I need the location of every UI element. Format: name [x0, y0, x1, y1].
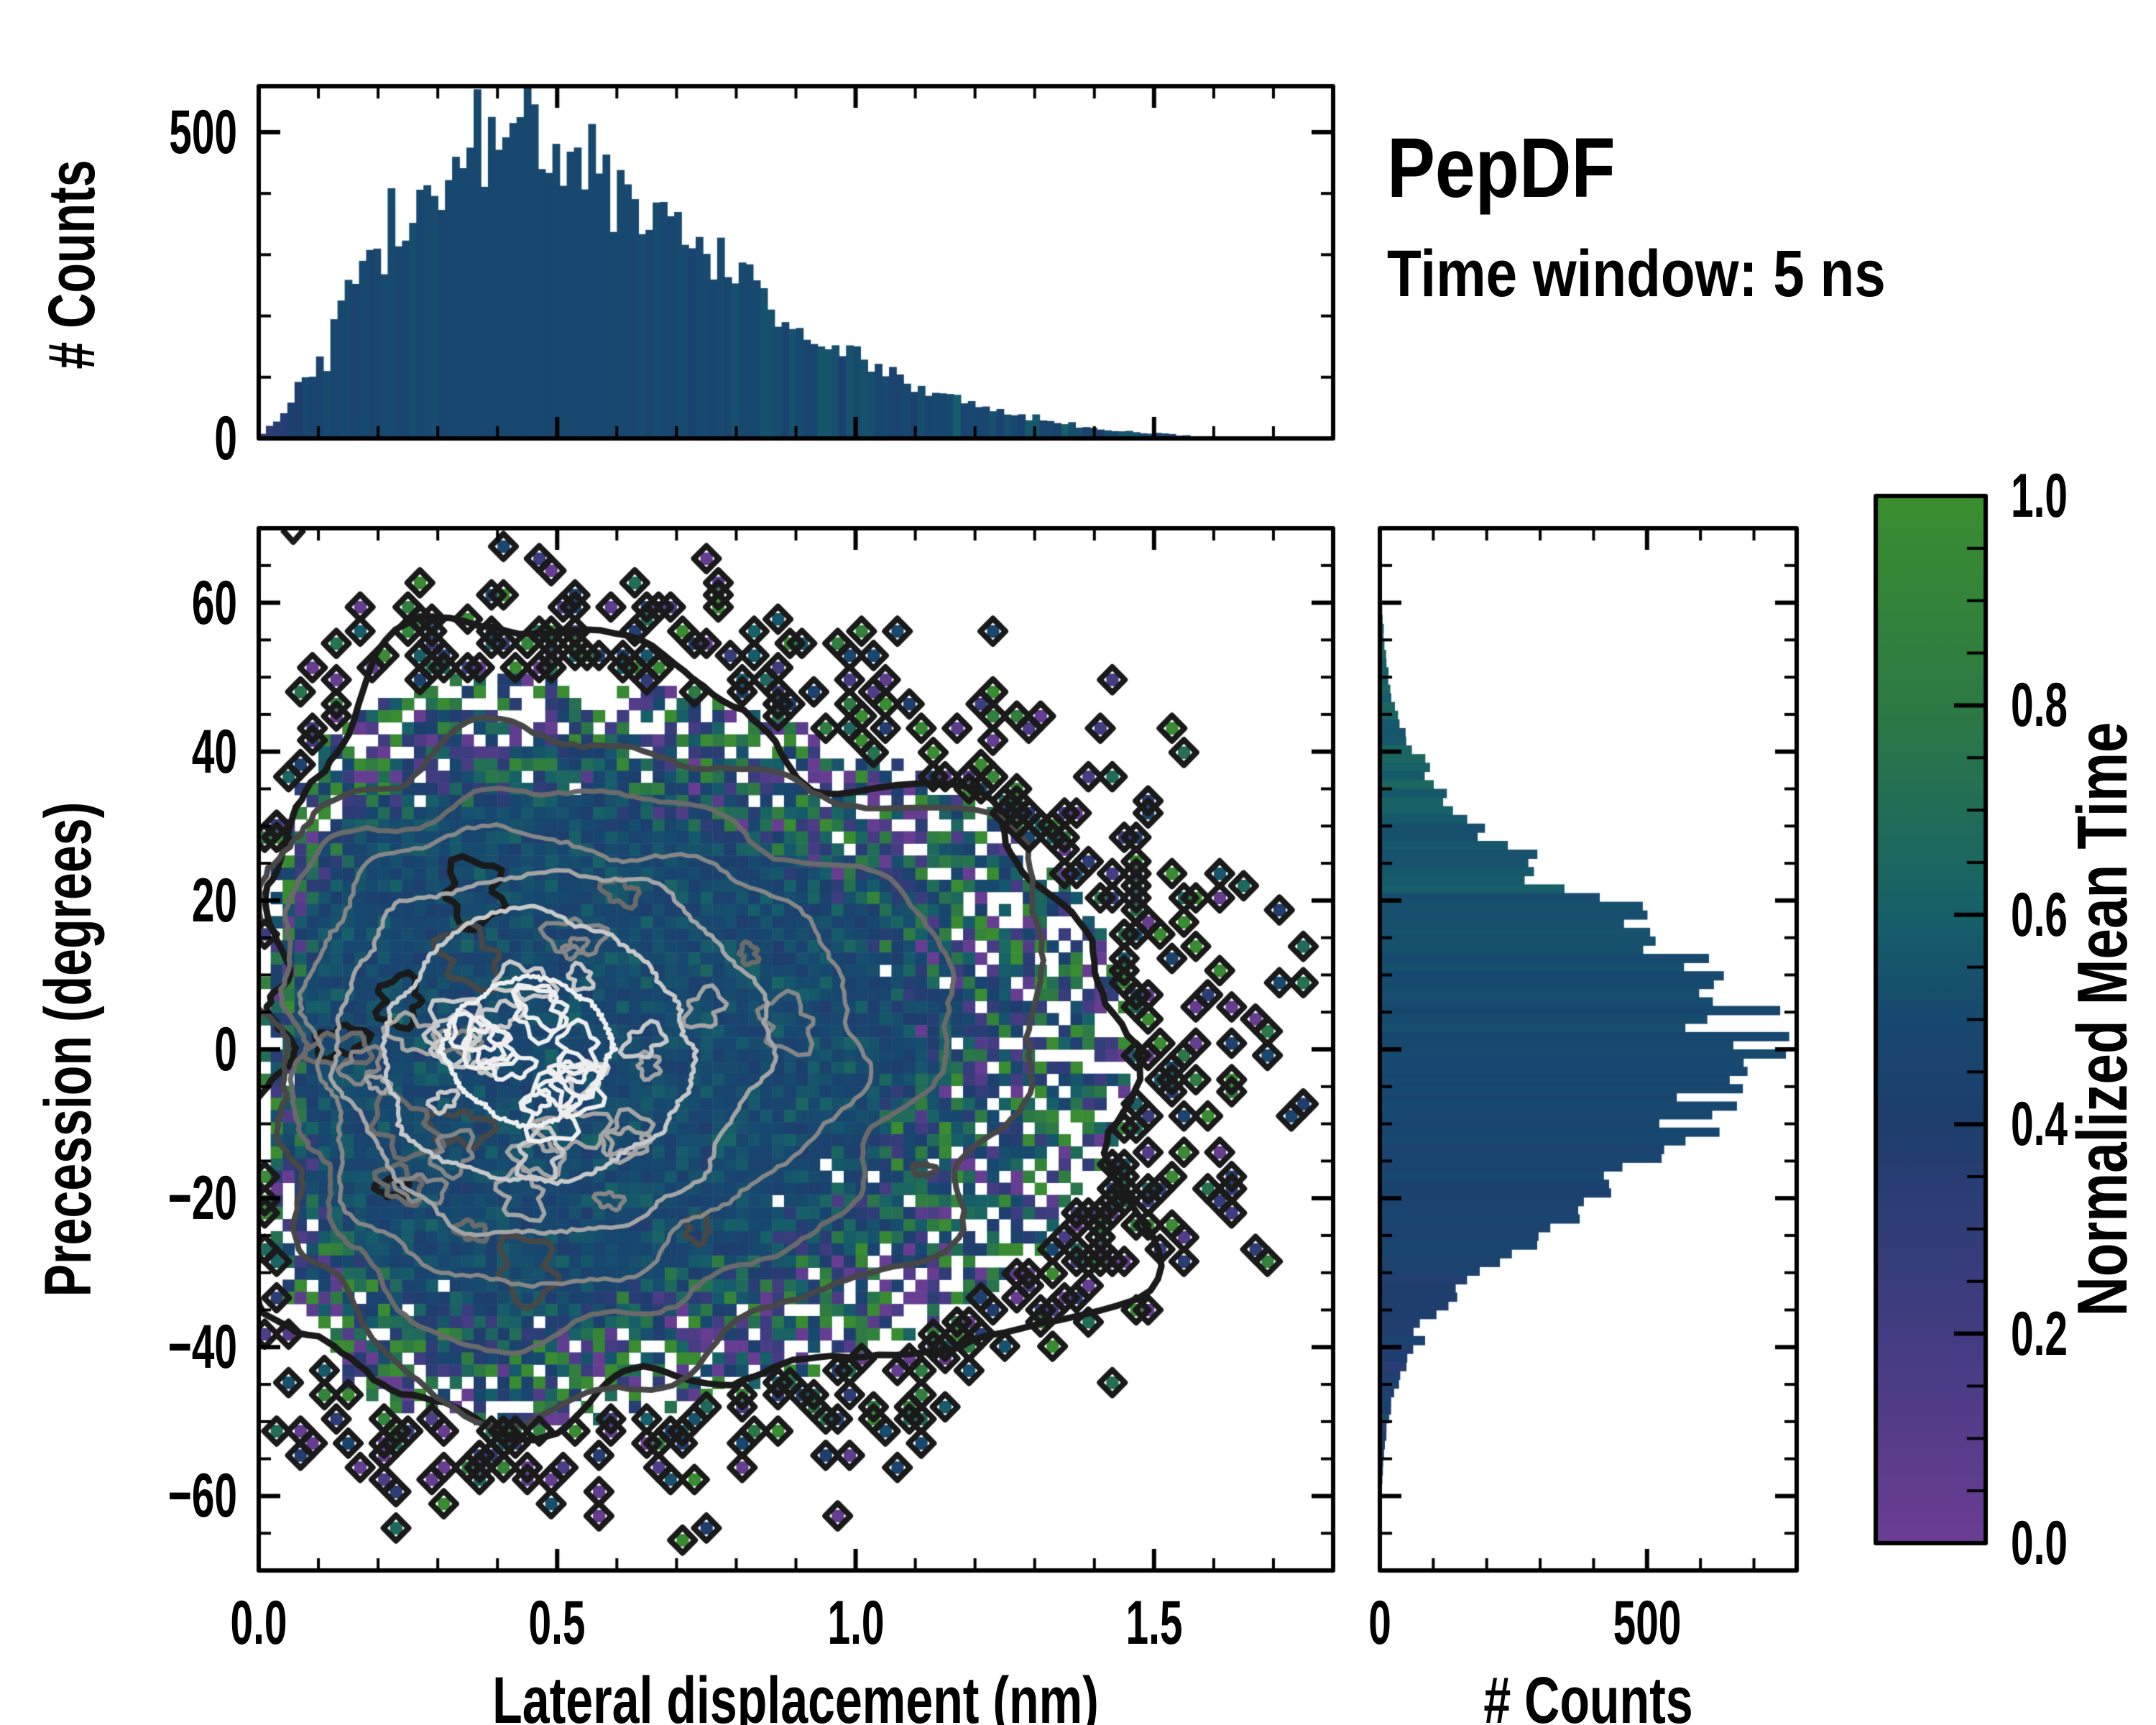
top-hist-y-tick-label: 500 — [169, 97, 237, 167]
top-hist-ylabel: # Counts — [35, 160, 109, 369]
main-y-tick-label: −40 — [167, 1312, 237, 1382]
right-hist-x-tick-label: 0 — [1368, 1588, 1391, 1657]
main-x-tick-label: 0.5 — [528, 1588, 586, 1657]
top-hist-y-tick-label: 0 — [214, 404, 237, 473]
main-x-tick-label: 1.5 — [1125, 1588, 1183, 1657]
main-y-tick-label: 0 — [214, 1015, 237, 1084]
right-hist-xlabel: # Counts — [1483, 1664, 1693, 1725]
right-hist-x-tick-label: 500 — [1613, 1588, 1682, 1657]
main-y-tick-label: 20 — [191, 865, 237, 935]
main-x-tick-label: 1.0 — [827, 1588, 885, 1657]
plot-title: PepDF — [1387, 121, 1616, 216]
colorbar-tick-label: 0.6 — [2011, 880, 2068, 949]
colorbar-label: Normalized Mean Time — [2063, 722, 2142, 1317]
plot-subtitle: Time window: 5 ns — [1387, 237, 1886, 310]
main-y-tick-label: −20 — [167, 1164, 237, 1233]
main-y-tick-label: 60 — [191, 568, 237, 638]
main-xlabel: Lateral displacement (nm) — [492, 1664, 1099, 1725]
colorbar-tick-label: 0.4 — [2011, 1090, 2068, 1159]
main-y-tick-label: −60 — [167, 1461, 237, 1531]
main-x-tick-label: 0.0 — [230, 1588, 287, 1657]
colorbar-tick-label: 0.8 — [2011, 671, 2068, 740]
main-y-tick-label: 40 — [191, 717, 237, 786]
colorbar-tick-label: 1.0 — [2011, 461, 2068, 530]
colorbar-tick-label: 0.2 — [2011, 1299, 2068, 1368]
colorbar-tick-label: 0.0 — [2011, 1509, 2068, 1578]
